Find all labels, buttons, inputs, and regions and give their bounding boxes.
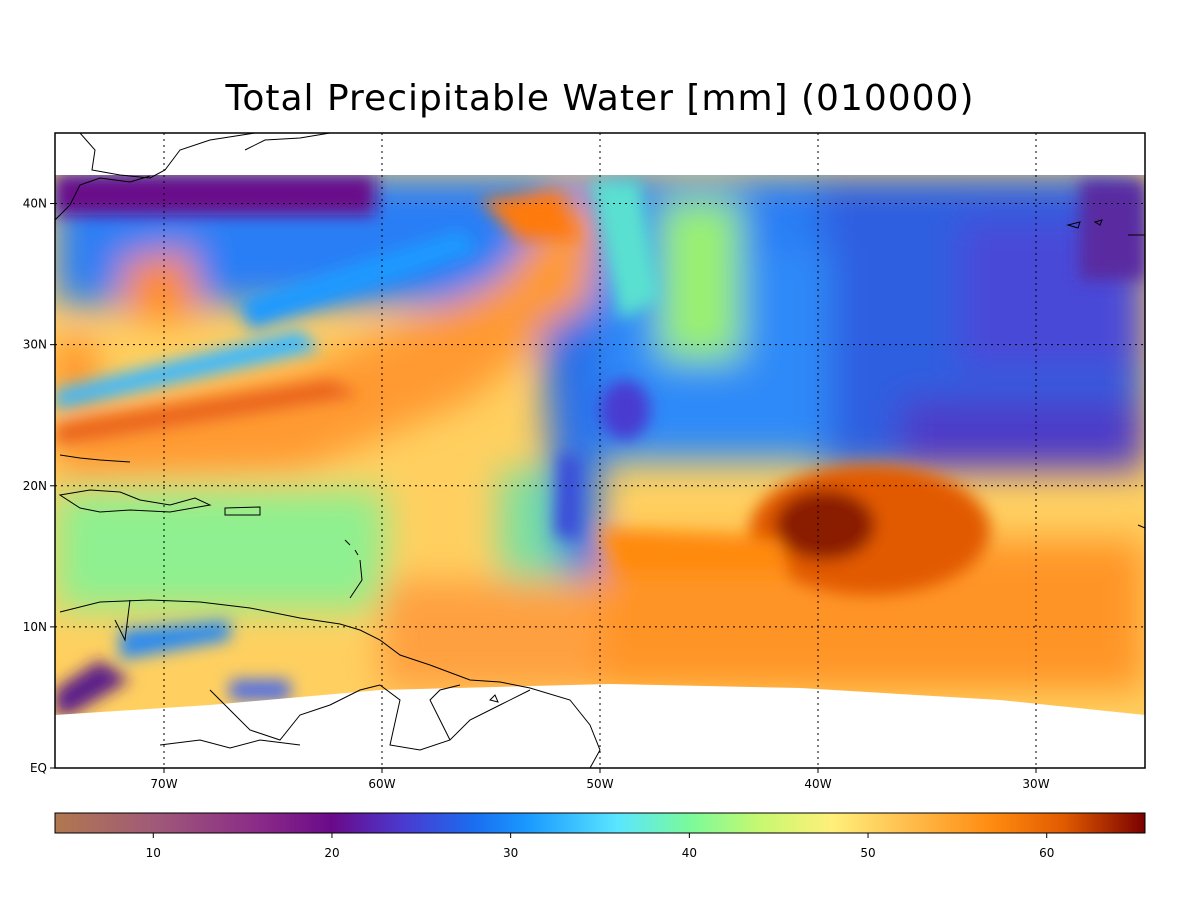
lon-tick-label: 40W — [804, 777, 831, 791]
colorbar-tick-label: 20 — [324, 846, 339, 860]
colorbar: 10 20 30 40 50 60 — [54, 812, 1146, 860]
graticule — [55, 133, 1145, 768]
lat-tick-label: EQ — [30, 761, 47, 775]
precipitable-water-field — [55, 133, 1145, 768]
colorbar-scale — [54, 812, 1146, 834]
colorbar-tick-label: 40 — [682, 846, 697, 860]
colorbar-tick-label: 60 — [1039, 846, 1054, 860]
lon-tick-label: 50W — [586, 777, 613, 791]
map-title: Total Precipitable Water [mm] (010000) — [225, 78, 975, 119]
colorbar-tick-label: 30 — [503, 846, 518, 860]
coastline-layer — [55, 133, 1145, 768]
lat-tick-label: 40N — [23, 197, 47, 211]
lon-tick-label: 30W — [1022, 777, 1049, 791]
lon-tick-label: 70W — [150, 777, 177, 791]
colorbar-tick-label: 10 — [146, 846, 161, 860]
lon-tick-label: 60W — [368, 777, 395, 791]
axis-ticks: 40N 30N 20N 10N EQ 70W 60W 50W 40W 30W — [23, 197, 1050, 791]
lat-tick-label: 10N — [23, 620, 47, 634]
colorbar-ticks: 10 20 30 40 50 60 — [146, 833, 1054, 860]
lat-tick-label: 20N — [23, 479, 47, 493]
lat-tick-label: 30N — [23, 338, 47, 352]
colorbar-tick-label: 50 — [860, 846, 875, 860]
